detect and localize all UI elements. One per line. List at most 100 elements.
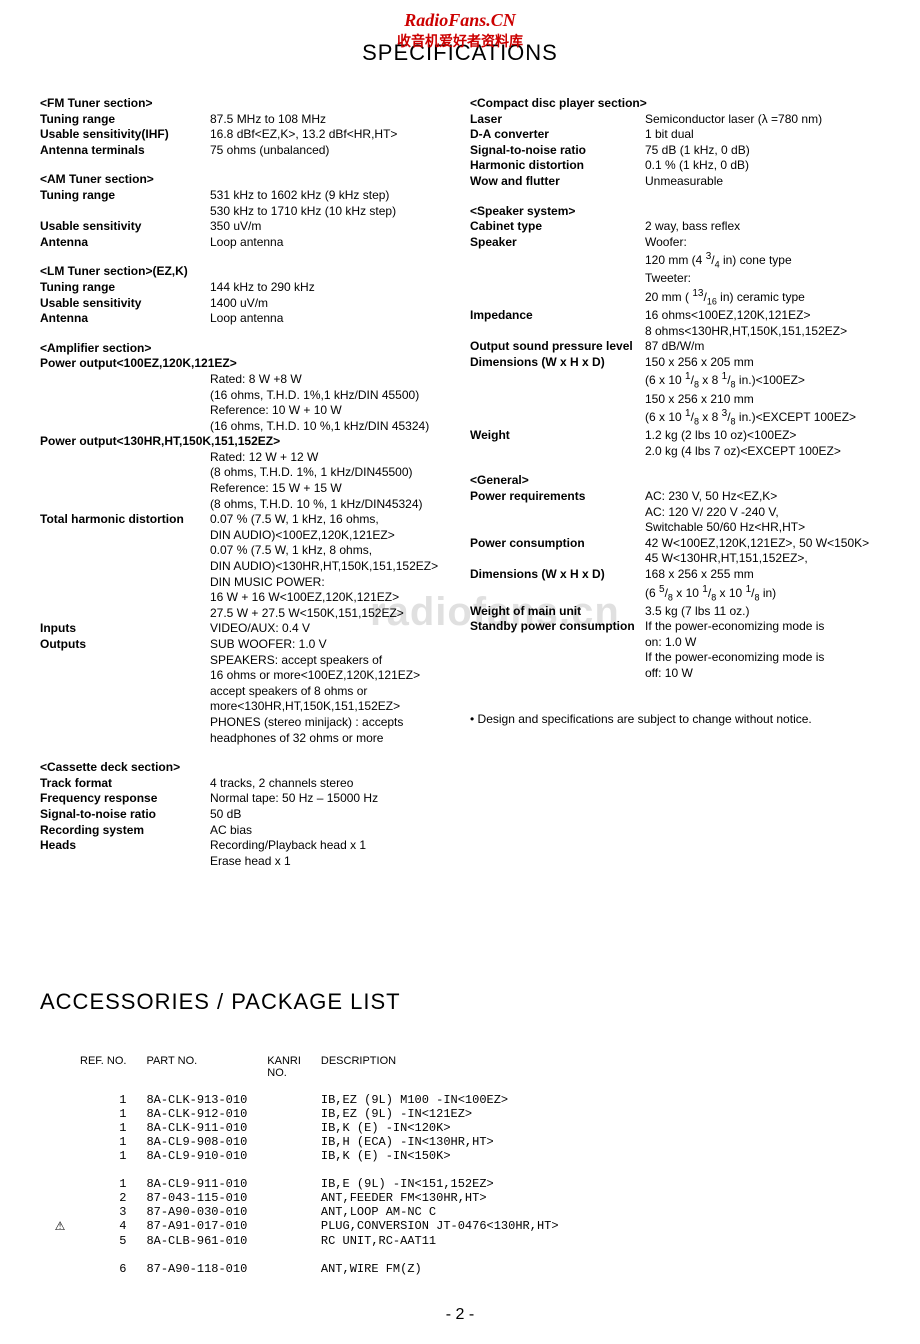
v: Rated: 8 W +8 W <box>210 372 450 388</box>
ref-no: 4 <box>70 1219 136 1234</box>
l: Recording system <box>40 823 210 839</box>
kanri-no <box>257 1121 311 1135</box>
th-kanri: KANRI NO. <box>257 1055 311 1093</box>
amp-section: <Amplifier section> <box>40 341 450 357</box>
description: IB,H (ECA) -IN<130HR,HT> <box>311 1135 569 1149</box>
l: Output sound pressure level <box>470 339 645 355</box>
v: (16 ohms, T.H.D. 10 %,1 kHz/DIN 45324) <box>210 419 450 435</box>
v: 0.07 % (7.5 W, 1 kHz, 8 ohms, <box>210 543 450 559</box>
v: 45 W<130HR,HT,151,152EZ>, <box>645 551 880 567</box>
l: Tuning range <box>40 188 210 204</box>
v: 1400 uV/m <box>210 296 450 312</box>
l: Weight of main unit <box>470 604 645 620</box>
ref-no: 3 <box>70 1205 136 1219</box>
part-no: 8A-CL9-908-010 <box>136 1135 257 1149</box>
v: 87 dB/W/m <box>645 339 880 355</box>
kanri-no <box>257 1191 311 1205</box>
description: IB,K (E) -IN<120K> <box>311 1121 569 1135</box>
v: 530 kHz to 1710 kHz (10 kHz step) <box>210 204 450 220</box>
v: 3.5 kg (7 lbs 11 oz.) <box>645 604 880 620</box>
l: Weight <box>470 428 645 444</box>
table-row <box>50 1163 569 1177</box>
l: Signal-to-noise ratio <box>470 143 645 159</box>
l: Speaker <box>470 235 645 251</box>
l: Antenna terminals <box>40 143 210 159</box>
v: off: 10 W <box>645 666 880 682</box>
th-warn <box>50 1055 70 1093</box>
warn-icon <box>50 1107 70 1121</box>
part-no: 8A-CL9-911-010 <box>136 1177 257 1191</box>
v: Reference: 15 W + 15 W <box>210 481 450 497</box>
warn-icon <box>50 1191 70 1205</box>
table-row: 687-A90-118-010ANT,WIRE FM(Z) <box>50 1262 569 1276</box>
l: Wow and flutter <box>470 174 645 190</box>
v: 1.2 kg (2 lbs 10 oz)<100EZ> <box>645 428 880 444</box>
v: 16 W + 16 W<100EZ,120K,121EZ> <box>210 590 450 606</box>
v: VIDEO/AUX: 0.4 V <box>210 621 450 637</box>
ref-no: 2 <box>70 1191 136 1205</box>
l: D-A converter <box>470 127 645 143</box>
table-row: ⚠487-A91-017-010PLUG,CONVERSION JT-0476<… <box>50 1219 569 1234</box>
l: Harmonic distortion <box>470 158 645 174</box>
part-no: 87-A91-017-010 <box>136 1219 257 1234</box>
ref-no: 1 <box>70 1121 136 1135</box>
kanri-no <box>257 1149 311 1163</box>
kanri-no <box>257 1093 311 1107</box>
v: Recording/Playback head x 1 <box>210 838 450 854</box>
l: Tuning range <box>40 112 210 128</box>
ref-no: 6 <box>70 1262 136 1276</box>
design-note: • Design and specifications are subject … <box>470 712 880 728</box>
l: Signal-to-noise ratio <box>40 807 210 823</box>
v: 4 tracks, 2 channels stereo <box>210 776 450 792</box>
warn-icon <box>50 1121 70 1135</box>
v: If the power-economizing mode is <box>645 650 880 666</box>
v: AC bias <box>210 823 450 839</box>
part-no: 87-A90-030-010 <box>136 1205 257 1219</box>
v: SUB WOOFER: 1.0 V <box>210 637 450 653</box>
v: (6 x 10 1/8 x 8 3/8 in.)<EXCEPT 100EZ> <box>645 407 880 428</box>
v: 8 ohms<130HR,HT,150K,151,152EZ> <box>645 324 880 340</box>
v: Reference: 10 W + 10 W <box>210 403 450 419</box>
warn-icon <box>50 1093 70 1107</box>
kanri-no <box>257 1234 311 1248</box>
warn-icon <box>50 1135 70 1149</box>
th-desc: DESCRIPTION <box>311 1055 569 1093</box>
v: Tweeter: <box>645 271 880 287</box>
cassette-section: <Cassette deck section> <box>40 760 450 776</box>
table-row <box>50 1248 569 1262</box>
l: Usable sensitivity <box>40 296 210 312</box>
v: If the power-economizing mode is <box>645 619 880 635</box>
table-row: 18A-CL9-911-010IB,E (9L) -IN<151,152EZ> <box>50 1177 569 1191</box>
ref-no: 5 <box>70 1234 136 1248</box>
l: Antenna <box>40 235 210 251</box>
title-accessories: ACCESSORIES / PACKAGE LIST <box>40 989 880 1015</box>
table-row: 58A-CLB-961-010RC UNIT,RC-AAT11 <box>50 1234 569 1248</box>
table-row: 18A-CLK-911-010IB,K (E) -IN<120K> <box>50 1121 569 1135</box>
page-number: - 2 - <box>40 1306 880 1324</box>
l: Power requirements <box>470 489 645 505</box>
table-row: 18A-CLK-912-010IB,EZ (9L) -IN<121EZ> <box>50 1107 569 1121</box>
v: Erase head x 1 <box>210 854 450 870</box>
ref-no: 1 <box>70 1149 136 1163</box>
v: Normal tape: 50 Hz – 15000 Hz <box>210 791 450 807</box>
fm-section: <FM Tuner section> <box>40 96 450 112</box>
v: Switchable 50/60 Hz<HR,HT> <box>645 520 880 536</box>
v: 2 way, bass reflex <box>645 219 880 235</box>
v: headphones of 32 ohms or more <box>210 731 450 747</box>
warn-icon <box>50 1205 70 1219</box>
v: 16.8 dBf<EZ,K>, 13.2 dBf<HR,HT> <box>210 127 450 143</box>
kanri-no <box>257 1205 311 1219</box>
parts-table: REF. NO. PART NO. KANRI NO. DESCRIPTION … <box>50 1055 569 1276</box>
part-no: 8A-CLK-912-010 <box>136 1107 257 1121</box>
lm-section: <LM Tuner section>(EZ,K) <box>40 264 450 280</box>
description: IB,EZ (9L) M100 -IN<100EZ> <box>311 1093 569 1107</box>
kanri-no <box>257 1219 311 1234</box>
table-row: 18A-CL9-910-010IB,K (E) -IN<150K> <box>50 1149 569 1163</box>
v: PHONES (stereo minijack) : accepts <box>210 715 450 731</box>
v: 150 x 256 x 210 mm <box>645 392 880 408</box>
warn-icon <box>50 1234 70 1248</box>
l: Track format <box>40 776 210 792</box>
watermark-top: RadioFans.CN 收音机爱好者资料库 <box>0 10 920 51</box>
speaker-section: <Speaker system> <box>470 204 880 220</box>
right-column: <Compact disc player section> LaserSemic… <box>470 96 880 869</box>
